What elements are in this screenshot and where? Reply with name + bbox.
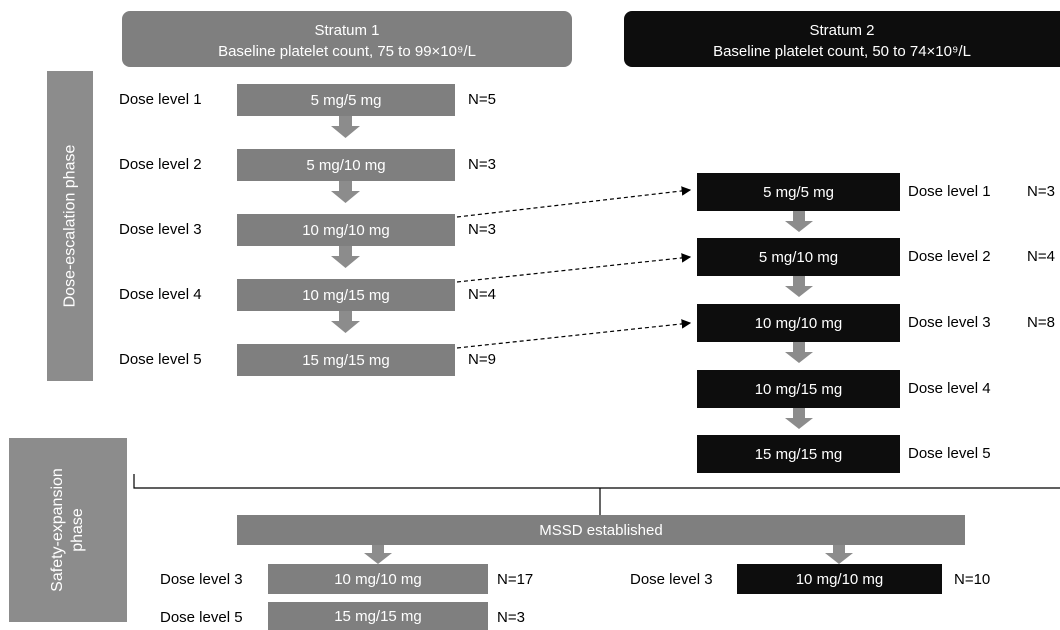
- stratum2-subtitle: Baseline platelet count, 50 to 74×10⁹/L: [713, 43, 971, 60]
- n-count: N=5: [468, 91, 496, 108]
- dose-level-label: Dose level 3: [908, 314, 991, 331]
- dose-level-label: Dose level 2: [908, 248, 991, 265]
- dose-box: 10 mg/10 mg: [237, 214, 455, 246]
- stratum2-down-arrows: [785, 211, 813, 429]
- dose-box: 10 mg/10 mg: [697, 304, 900, 342]
- dose-box: 10 mg/10 mg: [737, 564, 942, 594]
- stratum2-title: Stratum 2: [809, 22, 875, 39]
- dashed-arrow: [456, 319, 692, 349]
- down-arrow: [785, 342, 813, 363]
- down-arrow: [785, 408, 813, 429]
- dose-level-label: Dose level 3: [160, 571, 243, 588]
- dose-escalation-phase-text: Dose-escalation phase: [61, 144, 79, 308]
- dose-escalation-phase-label: Dose-escalation phase: [47, 71, 93, 381]
- cross-stratum-arrows: [456, 186, 692, 349]
- n-count: N=3: [468, 221, 496, 238]
- down-arrow: [785, 211, 813, 232]
- mssd-established-bar: MSSD established: [237, 515, 965, 545]
- down-arrow: [331, 181, 360, 203]
- dose-box: 5 mg/10 mg: [697, 238, 900, 276]
- n-count: N=3: [468, 156, 496, 173]
- dose-level-label: Dose level 2: [119, 156, 202, 173]
- dose-level-label: Dose level 5: [119, 351, 202, 368]
- down-arrow: [331, 116, 360, 138]
- down-arrow: [825, 545, 853, 564]
- down-arrow: [331, 246, 360, 268]
- mssd-down-arrows: [364, 545, 853, 564]
- dose-box: 10 mg/15 mg: [697, 370, 900, 408]
- n-count: N=4: [1027, 248, 1055, 265]
- down-arrow: [785, 276, 813, 297]
- n-count: N=17: [497, 571, 534, 588]
- stratum2-header: Stratum 2 Baseline platelet count, 50 to…: [624, 11, 1060, 67]
- down-arrow: [364, 545, 392, 564]
- dose-level-label: Dose level 1: [908, 183, 991, 200]
- down-arrow: [331, 311, 360, 333]
- stratum1-header: Stratum 1 Baseline platelet count, 75 to…: [122, 11, 572, 67]
- dose-level-label: Dose level 5: [160, 609, 243, 626]
- dose-box: 15 mg/15 mg: [268, 602, 488, 630]
- dashed-arrow: [456, 253, 692, 283]
- merge-bracket: [133, 474, 1060, 515]
- dashed-arrow: [456, 186, 692, 218]
- stratum1-subtitle: Baseline platelet count, 75 to 99×10⁹/L: [218, 43, 476, 60]
- n-count: N=4: [468, 286, 496, 303]
- dose-level-label: Dose level 3: [630, 571, 713, 588]
- n-count: N=3: [497, 609, 525, 626]
- dose-box: 5 mg/5 mg: [697, 173, 900, 211]
- dose-level-label: Dose level 4: [908, 380, 991, 397]
- stratum1-down-arrows: [331, 116, 360, 333]
- safety-expansion-phase-text: Safety-expansion phase: [49, 468, 87, 592]
- safety-expansion-phase-label: Safety-expansion phase: [9, 438, 127, 622]
- dose-level-label: Dose level 4: [119, 286, 202, 303]
- n-count: N=8: [1027, 314, 1055, 331]
- dose-box: 5 mg/10 mg: [237, 149, 455, 181]
- dose-level-label: Dose level 1: [119, 91, 202, 108]
- n-count: N=3: [1027, 183, 1055, 200]
- dose-level-label: Dose level 3: [119, 221, 202, 238]
- n-count: N=9: [468, 351, 496, 368]
- dose-box: 15 mg/15 mg: [237, 344, 455, 376]
- dose-box: 15 mg/15 mg: [697, 435, 900, 473]
- dose-box: 10 mg/15 mg: [237, 279, 455, 311]
- stratum1-title: Stratum 1: [314, 22, 380, 39]
- dose-box: 5 mg/5 mg: [237, 84, 455, 116]
- dose-level-label: Dose level 5: [908, 445, 991, 462]
- n-count: N=10: [954, 571, 991, 588]
- dose-box: 10 mg/10 mg: [268, 564, 488, 594]
